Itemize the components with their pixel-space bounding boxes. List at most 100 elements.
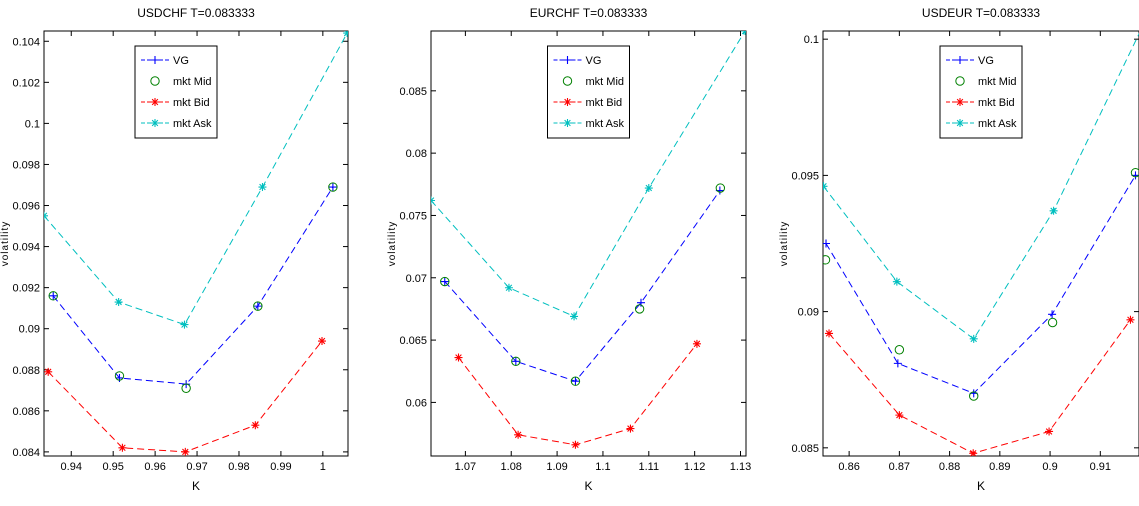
x-tick-label: 0.99 — [270, 461, 291, 473]
y-tick-label: 0.092 — [12, 283, 40, 295]
legend-label: mkt Mid — [173, 76, 212, 88]
legend-label: VG — [978, 55, 994, 67]
chart-title: USDCHF T=0.083333 — [137, 6, 255, 20]
x-tick-label: 0.87 — [889, 461, 910, 473]
y-tick-label: 0.096 — [12, 201, 40, 213]
data-point — [571, 441, 579, 449]
data-point — [343, 29, 351, 37]
y-tick-label: 0.102 — [12, 77, 40, 89]
x-tick-label: 1.09 — [546, 461, 567, 473]
data-point — [1126, 316, 1134, 324]
legend-label: mkt Bid — [586, 97, 623, 109]
x-tick-label: 1 — [320, 461, 326, 473]
x-tick-label: 0.9 — [1042, 461, 1057, 473]
legend: VG mkt Mid mkt Bid mkt Ask — [940, 46, 1022, 138]
legend-label: mkt Mid — [978, 76, 1017, 88]
x-tick-label: 0.95 — [102, 461, 123, 473]
y-tick-label: 0.1 — [25, 118, 40, 130]
data-point — [645, 184, 653, 192]
chart-panel: EURCHF T=0.083333 1.07 1.08 1.09 1.1 1.11 1.12… — [387, 6, 751, 493]
data-point — [514, 431, 522, 439]
data-point — [1045, 427, 1053, 435]
x-tick-label: 0.91 — [1090, 461, 1111, 473]
y-tick-label: 0.07 — [406, 273, 427, 285]
data-point — [895, 411, 903, 419]
legend-label: mkt Ask — [978, 118, 1017, 130]
data-point — [1050, 207, 1058, 215]
x-axis-label: K — [192, 479, 200, 493]
x-tick-label: 0.94 — [61, 461, 82, 473]
legend-marker — [564, 98, 572, 106]
x-tick-label: 1.11 — [638, 461, 659, 473]
data-point — [44, 368, 52, 376]
legend-marker — [151, 98, 159, 106]
data-point — [180, 321, 188, 329]
legend-label: mkt Bid — [978, 97, 1015, 109]
chart-title: USDEUR T=0.083333 — [922, 6, 1041, 20]
data-point — [455, 354, 463, 362]
legend-label: mkt Ask — [586, 118, 625, 130]
legend-marker — [151, 119, 159, 127]
chart-panel: USDCHF T=0.083333 0.94 0.95 0.96 0.97 0.98 0.9… — [0, 6, 351, 493]
legend-label: mkt Bid — [173, 97, 210, 109]
data-point — [118, 444, 126, 452]
y-tick-label: 0.095 — [791, 170, 819, 182]
data-point — [505, 284, 513, 292]
legend-label: VG — [586, 55, 602, 67]
data-point — [115, 298, 123, 306]
x-tick-label: 1.08 — [501, 461, 522, 473]
y-axis-label: volatility — [0, 221, 11, 267]
x-tick-label: 1.07 — [455, 461, 476, 473]
legend: VG mkt Mid mkt Bid mkt Ask — [135, 46, 217, 138]
legend-label: mkt Ask — [173, 118, 212, 130]
y-tick-label: 0.065 — [399, 335, 427, 347]
x-tick-label: 1.1 — [595, 461, 610, 473]
legend-marker — [956, 98, 964, 106]
data-point — [626, 425, 634, 433]
y-tick-label: 0.075 — [399, 210, 427, 222]
y-tick-label: 0.085 — [399, 86, 427, 98]
data-point — [181, 448, 189, 456]
data-point — [893, 278, 901, 286]
y-tick-label: 0.098 — [12, 159, 40, 171]
y-tick-label: 0.08 — [406, 148, 427, 160]
y-tick-label: 0.094 — [12, 242, 40, 254]
x-tick-label: 0.97 — [186, 461, 207, 473]
data-point — [825, 329, 833, 337]
chart-title: EURCHF T=0.083333 — [530, 6, 648, 20]
y-axis-label: volatility — [387, 221, 398, 267]
x-tick-label: 0.96 — [144, 461, 165, 473]
data-point — [251, 421, 259, 429]
data-point — [820, 182, 828, 190]
x-axis-label: K — [977, 479, 985, 493]
data-point — [741, 27, 749, 35]
x-tick-label: 1.13 — [730, 461, 751, 473]
legend-label: VG — [173, 55, 189, 67]
x-tick-label: 0.89 — [989, 461, 1010, 473]
x-tick-label: 0.88 — [939, 461, 960, 473]
y-tick-label: 0.084 — [12, 447, 40, 459]
y-tick-label: 0.104 — [12, 36, 40, 48]
data-point — [970, 335, 978, 343]
legend: VG mkt Mid mkt Bid mkt Ask — [548, 46, 630, 138]
data-point — [570, 312, 578, 320]
legend-label: mkt Mid — [586, 76, 625, 88]
x-tick-label: 0.98 — [228, 461, 249, 473]
legend-marker — [956, 119, 964, 127]
data-point — [40, 212, 48, 220]
y-tick-label: 0.1 — [804, 34, 819, 46]
data-point — [693, 340, 701, 348]
data-point — [427, 197, 435, 205]
x-axis-label: K — [584, 479, 592, 493]
y-tick-label: 0.086 — [12, 406, 40, 418]
data-point — [318, 337, 326, 345]
y-tick-label: 0.088 — [12, 365, 40, 377]
legend-marker — [564, 119, 572, 127]
y-tick-label: 0.06 — [406, 397, 427, 409]
data-point — [258, 183, 266, 191]
y-tick-label: 0.09 — [19, 324, 40, 336]
y-tick-label: 0.085 — [791, 443, 819, 455]
x-tick-label: 1.12 — [684, 461, 705, 473]
